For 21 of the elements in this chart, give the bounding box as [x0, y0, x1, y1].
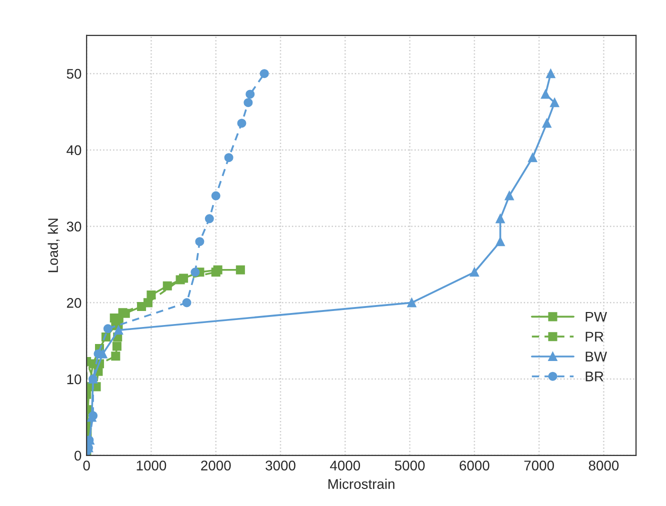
- x-tick-label: 4000: [330, 460, 360, 470]
- x-tick-label: 6000: [460, 460, 490, 470]
- y-tick-label: 10: [67, 374, 82, 384]
- x-tick-label: 2000: [201, 460, 231, 470]
- x-axis-title: Microstrain: [328, 478, 394, 489]
- legend-label: BW: [586, 352, 607, 362]
- x-tick-label: 7000: [524, 460, 554, 470]
- x-tick-label: 3000: [266, 460, 296, 470]
- x-tick-label: 1000: [136, 460, 166, 470]
- x-tick-label: 0: [83, 460, 90, 470]
- y-tick-label: 40: [66, 145, 82, 156]
- y-tick-label: 50: [66, 68, 82, 79]
- x-tick-label: 8000: [588, 460, 619, 470]
- legend-label: PR: [586, 332, 604, 342]
- y-tick-label: 0: [74, 450, 82, 461]
- x-tick-label: 5000: [394, 460, 425, 470]
- y-axis-title: Load, kN: [48, 218, 60, 272]
- y-tick-label: 20: [66, 298, 82, 308]
- y-tick-label: 30: [66, 222, 82, 232]
- legend-label: PW: [586, 312, 607, 322]
- legend-label: BR: [586, 372, 604, 382]
